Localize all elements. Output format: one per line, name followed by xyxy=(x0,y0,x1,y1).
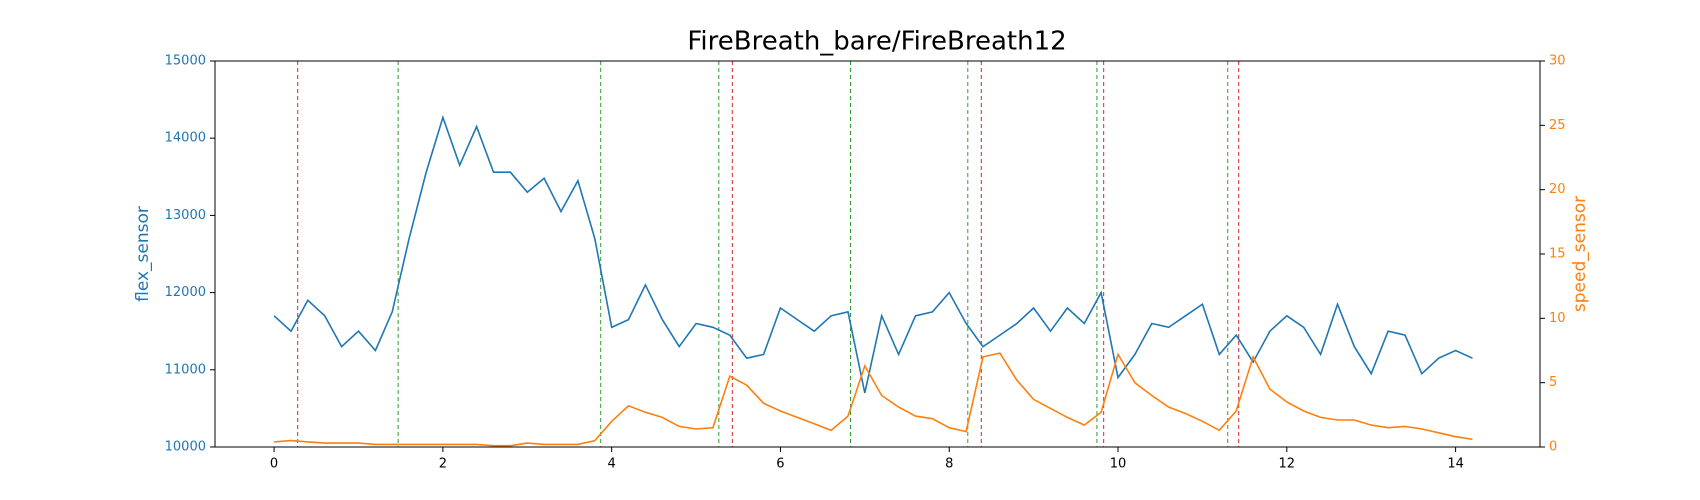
y-axis-label: flex_sensor xyxy=(133,206,153,302)
x-tick-label: 0 xyxy=(270,457,278,472)
y2-tick-label: 15 xyxy=(1549,247,1566,262)
y2-tick-label: 10 xyxy=(1549,311,1566,326)
y-tick-label: 13000 xyxy=(165,208,206,223)
y-tick-label: 15000 xyxy=(165,54,206,69)
x-tick-label: 10 xyxy=(1110,457,1127,472)
x-tick-label: 2 xyxy=(439,457,447,472)
x-tick-label: 14 xyxy=(1447,457,1464,472)
x-tick-label: 8 xyxy=(945,457,953,472)
x-tick-label: 6 xyxy=(776,457,784,472)
y2-tick-label: 5 xyxy=(1549,375,1557,390)
y-tick-label: 11000 xyxy=(165,362,206,377)
series-line xyxy=(274,352,1473,447)
series-line xyxy=(273,114,1473,394)
y-tick-label: 14000 xyxy=(165,131,206,146)
y2-tick-label: 20 xyxy=(1549,182,1566,197)
y2-axis-label: speed_sensor xyxy=(1570,196,1590,312)
x-tick-label: 4 xyxy=(608,457,616,472)
y2-tick-label: 30 xyxy=(1549,54,1566,69)
y2-tick-label: 0 xyxy=(1549,440,1557,455)
y-tick-label: 12000 xyxy=(165,285,206,300)
x-tick-label: 12 xyxy=(1279,457,1296,472)
y2-tick-label: 25 xyxy=(1549,118,1566,133)
chart-title: FireBreath_bare/FireBreath12 xyxy=(687,27,1066,57)
y-tick-label: 10000 xyxy=(165,440,206,455)
